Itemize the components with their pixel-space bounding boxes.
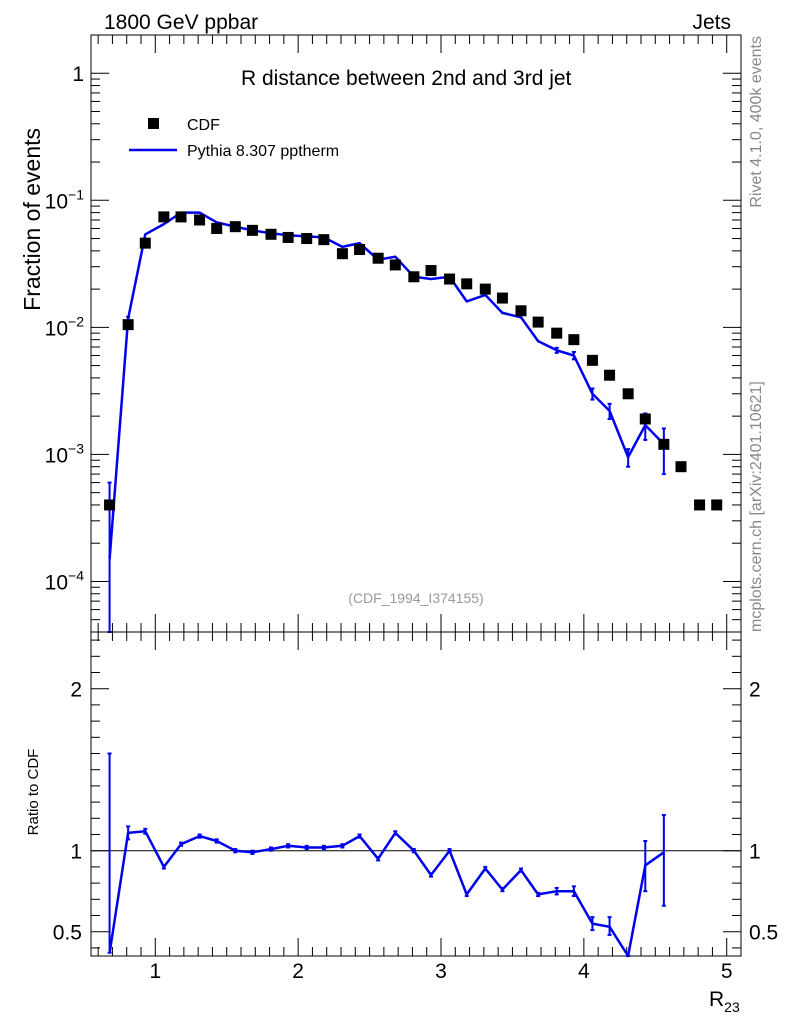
cdf-data-point [265,228,277,240]
main-y-tick-label: 10−3 [45,440,85,467]
ratio-y-tick-label-right: 1 [749,841,761,864]
cdf-data-point [372,252,384,264]
x-tick-label: 1 [149,960,161,983]
ratio-frame [90,631,742,957]
main-x-ticks [97,35,742,632]
mc-series [107,211,666,633]
cdf-data-point [425,265,437,277]
analysis-watermark: (CDF_1994_I374155) [348,590,483,606]
cdf-data-point [639,413,651,425]
cdf-data-point [586,354,598,366]
data-series [104,211,723,511]
header-left-label: 1800 GeV ppbar [104,11,258,34]
cdf-data-point [139,237,151,249]
cdf-data-point [515,305,527,317]
chart-title: R distance between 2nd and 3rd jet [241,67,572,90]
main-y-tick-labels: 1 10−1 10−2 10−3 10−4 [45,63,85,594]
cdf-data-point [336,248,348,260]
ratio-y-tick-label-left: 2 [70,679,82,702]
cdf-data-point [444,273,456,285]
cdf-data-point [461,278,473,290]
cdf-data-point [408,271,420,283]
main-y-tick-label: 10−1 [45,186,85,213]
cdf-data-point [229,221,241,233]
legend: CDF Pythia 8.307 pptherm [129,117,339,160]
ratio-y-tick-label-left: 0.5 [53,922,82,945]
legend-cdf-marker [148,118,159,129]
cdf-data-point [622,388,634,400]
cdf-data-point [246,224,258,236]
ratio-series [107,752,666,958]
main-panel: 1 10−1 10−2 10−3 10−4 R distance between 2nd… [19,34,742,633]
ratio-y-tick-labels: 0.5 0.5 1 1 2 2 [53,679,778,945]
ratio-x-ticks [97,632,742,956]
cdf-data-point [211,222,223,234]
x-tick-label: 5 [721,960,733,983]
cdf-data-point [568,334,580,346]
cdf-data-point [479,283,491,295]
cdf-data-point [354,243,366,255]
main-y-axis-label: Fraction of events [19,128,45,311]
mc-line [108,211,665,560]
x-tick-label: 4 [578,960,590,983]
header-right-label: Jets [692,11,731,34]
cdf-data-point [301,233,313,245]
cdf-data-point [711,499,723,511]
ratio-y-axis-label: Ratio to CDF [25,749,42,836]
ratio-panel: 0.5 0.5 1 1 2 2 1 2 3 4 5 Ratio to CDF R23 [25,631,778,1015]
cdf-data-point [318,234,330,246]
cdf-data-point [389,259,401,271]
x-tick-label: 2 [292,960,304,983]
ratio-y-tick-label-right: 2 [749,679,761,702]
main-y-tick-label: 10−4 [45,567,85,594]
cdf-data-point [158,211,170,223]
cdf-data-point [175,211,187,223]
ratio-y-tick-label-left: 1 [70,841,82,864]
cdf-data-point [532,316,544,328]
cdf-data-point [675,461,687,473]
cdf-data-point [282,231,294,243]
cdf-data-point [551,327,563,339]
cdf-data-point [122,319,134,331]
cdf-data-point [658,438,670,450]
rivet-label: Rivet 4.1.0, 400k events [748,36,765,208]
ratio-y-tick-label-right: 0.5 [749,922,778,945]
main-y-tick-label: 10−2 [45,313,85,340]
cdf-data-point [194,214,206,226]
mcplots-label: mcplots.cern.ch [arXiv:2401.10621] [748,381,765,632]
ratio-x-tick-labels: 1 2 3 4 5 [149,960,732,983]
legend-cdf-label: CDF [187,117,220,134]
main-y-tick-label: 1 [72,63,84,86]
legend-mc-label: Pythia 8.307 pptherm [187,143,339,160]
x-tick-label: 3 [435,960,447,983]
x-axis-label: R23 [709,988,740,1015]
cdf-data-point [104,499,116,511]
cdf-data-point [694,499,706,511]
ratio-line [108,830,665,958]
cdf-data-point [604,369,616,381]
cdf-data-point [496,292,508,304]
